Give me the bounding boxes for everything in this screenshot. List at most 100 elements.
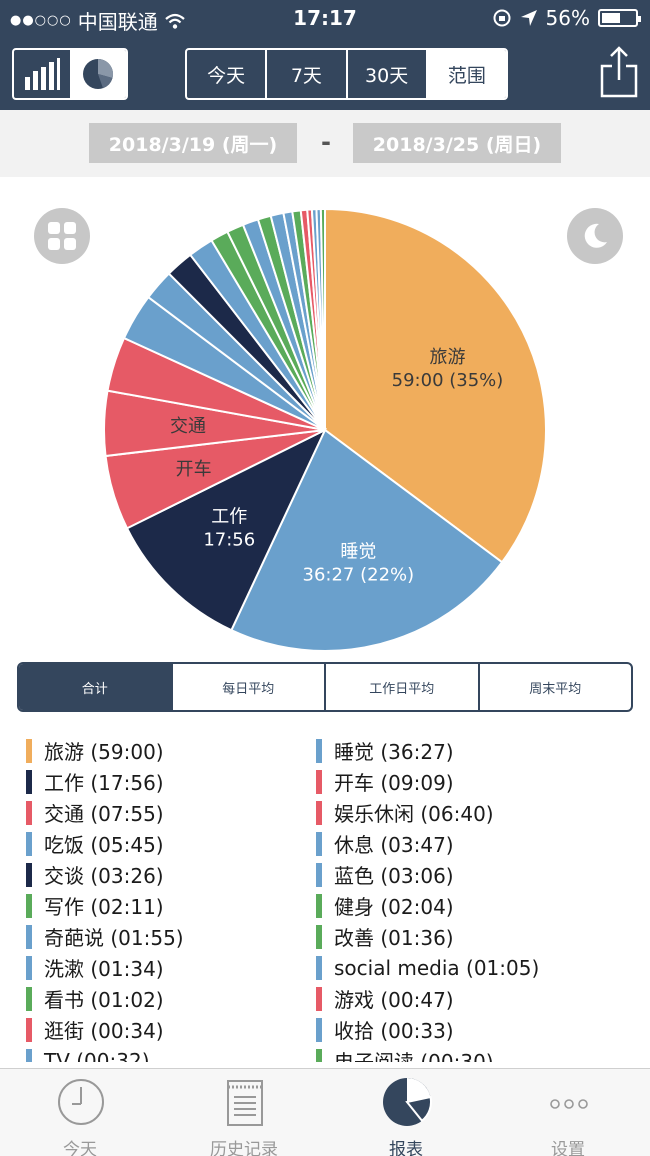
legend-label: 奇葩说 (01:55)	[44, 926, 184, 950]
legend-item[interactable]: 洗漱 (01:34)	[26, 952, 164, 983]
legend-item[interactable]: 改善 (01:36)	[316, 921, 454, 952]
legend-item[interactable]: 看书 (01:02)	[26, 983, 164, 1014]
legend-item[interactable]: 健身 (02:04)	[316, 890, 454, 921]
range-custom-button[interactable]: 范围	[425, 50, 506, 98]
tabbar-history[interactable]: 历史记录	[184, 1077, 304, 1156]
aggregate-tabs: 合计 每日平均 工作日平均 周末平均	[17, 662, 633, 712]
legend-item[interactable]: 奇葩说 (01:55)	[26, 921, 184, 952]
legend-swatch	[316, 986, 322, 1011]
sleep-mode-button[interactable]	[567, 208, 623, 264]
legend-swatch	[26, 769, 32, 794]
carrier-name: 中国联通	[77, 10, 158, 34]
slice-value: 59:00 (35%)	[392, 370, 504, 391]
report-toolbar: 今天 7天 30天 范围	[0, 46, 650, 102]
share-icon[interactable]	[600, 46, 638, 98]
tab-weekday-average[interactable]: 工作日平均	[324, 664, 478, 710]
chart-legend: 旅游 (59:00) 睡觉 (36:27) 工作 (17:56) 开车 (09:09)…	[0, 734, 650, 1062]
legend-item[interactable]: 休息 (03:47)	[316, 828, 454, 859]
bar-chart-icon	[25, 58, 60, 90]
legend-swatch	[26, 924, 32, 949]
legend-item[interactable]: TV (00:32)	[26, 1045, 150, 1062]
legend-label: 写作 (02:11)	[44, 895, 164, 919]
wifi-icon	[164, 13, 185, 29]
end-date-button[interactable]: 2018/3/25 (周日)	[353, 123, 561, 163]
legend-item[interactable]: 收拾 (00:33)	[316, 1014, 454, 1045]
legend-item[interactable]: 写作 (02:11)	[26, 890, 164, 921]
pie-slice[interactable]	[125, 427, 328, 632]
legend-label: 交谈 (03:26)	[44, 864, 164, 888]
range-7days-button[interactable]: 7天	[265, 50, 345, 98]
legend-item[interactable]: 吃饭 (05:45)	[26, 828, 164, 859]
slice-label: 旅游	[429, 347, 465, 368]
legend-item[interactable]: social media (01:05)	[316, 952, 539, 983]
slice-label: 工作	[211, 507, 247, 528]
rotation-lock-icon	[493, 9, 511, 27]
legend-label: 工作 (17:56)	[44, 771, 164, 795]
tabbar-label: 设置	[551, 1140, 585, 1156]
tab-weekend-average[interactable]: 周末平均	[477, 664, 632, 710]
legend-item[interactable]: 开车 (09:09)	[316, 766, 454, 797]
legend-item[interactable]: 游戏 (00:47)	[316, 983, 454, 1014]
legend-label: 收拾 (00:33)	[334, 1019, 454, 1043]
legend-item[interactable]: 娱乐休闲 (06:40)	[316, 797, 494, 828]
legend-label: 旅游 (59:00)	[44, 740, 164, 764]
legend-swatch	[316, 831, 322, 856]
legend-label: 逛街 (00:34)	[44, 1019, 164, 1043]
tabbar-reports[interactable]: 报表	[346, 1077, 466, 1156]
pie-slice[interactable]	[324, 207, 547, 564]
legend-swatch	[316, 769, 322, 794]
slice-value: 36:27 (22%)	[303, 564, 415, 585]
pie-chart-icon	[383, 1078, 432, 1126]
moon-icon	[584, 223, 607, 248]
legend-swatch	[26, 800, 32, 825]
legend-swatch	[26, 986, 32, 1011]
pie-chart-icon	[83, 58, 114, 89]
range-today-button[interactable]: 今天	[207, 64, 246, 87]
categories-button[interactable]	[34, 208, 90, 264]
start-date-button[interactable]: 2018/3/19 (周一)	[89, 123, 297, 163]
tabbar-settings[interactable]: 设置	[508, 1077, 628, 1156]
tabbar-today[interactable]: 今天	[20, 1077, 140, 1156]
pie-chart-view-button[interactable]	[70, 50, 126, 98]
legend-swatch	[26, 862, 32, 887]
legend-swatch	[316, 1017, 322, 1042]
legend-label: 吃饭 (05:45)	[44, 833, 164, 857]
document-icon	[227, 1080, 263, 1126]
legend-swatch	[316, 1048, 322, 1062]
legend-item[interactable]: 交通 (07:55)	[26, 797, 164, 828]
bar-chart-view-button[interactable]	[14, 50, 70, 98]
legend-item[interactable]: 工作 (17:56)	[26, 766, 164, 797]
legend-item[interactable]: 旅游 (59:00)	[26, 735, 164, 766]
battery-level	[602, 13, 620, 23]
range-segmented-control: 今天 7天 30天 范围	[185, 48, 508, 100]
legend-label: 交通 (07:55)	[44, 802, 164, 826]
legend-swatch	[26, 955, 32, 980]
legend-label: social media (01:05)	[334, 955, 540, 980]
legend-swatch	[316, 893, 322, 918]
pie-slice[interactable]	[319, 207, 326, 431]
legend-item[interactable]: 逛街 (00:34)	[26, 1014, 164, 1045]
tab-daily-average[interactable]: 每日平均	[170, 664, 325, 710]
legend-item[interactable]: 睡觉 (36:27)	[316, 735, 454, 766]
slice-label: 睡觉	[340, 541, 376, 562]
legend-swatch	[26, 831, 32, 856]
grid-icon	[48, 222, 76, 250]
legend-swatch	[26, 1048, 32, 1062]
legend-swatch	[316, 862, 322, 887]
legend-label: 健身 (02:04)	[334, 895, 454, 919]
legend-item[interactable]: 蓝色 (03:06)	[316, 859, 454, 890]
legend-item[interactable]: 电子阅读 (00:30)	[316, 1045, 494, 1062]
legend-item[interactable]: 交谈 (03:26)	[26, 859, 164, 890]
pie-slice[interactable]	[230, 428, 504, 653]
legend-label: 娱乐休闲 (06:40)	[334, 802, 494, 826]
chart-view-switch	[12, 48, 128, 100]
signal-icon: ●●○○○	[10, 13, 72, 28]
legend-swatch	[316, 955, 322, 980]
range-30days-button[interactable]: 30天	[345, 50, 426, 98]
legend-label: 洗漱 (01:34)	[44, 957, 164, 981]
tab-total[interactable]: 合计	[19, 664, 171, 710]
legend-label: 休息 (03:47)	[334, 833, 454, 857]
legend-label: TV (00:32)	[44, 1048, 150, 1063]
legend-swatch	[26, 1017, 32, 1042]
